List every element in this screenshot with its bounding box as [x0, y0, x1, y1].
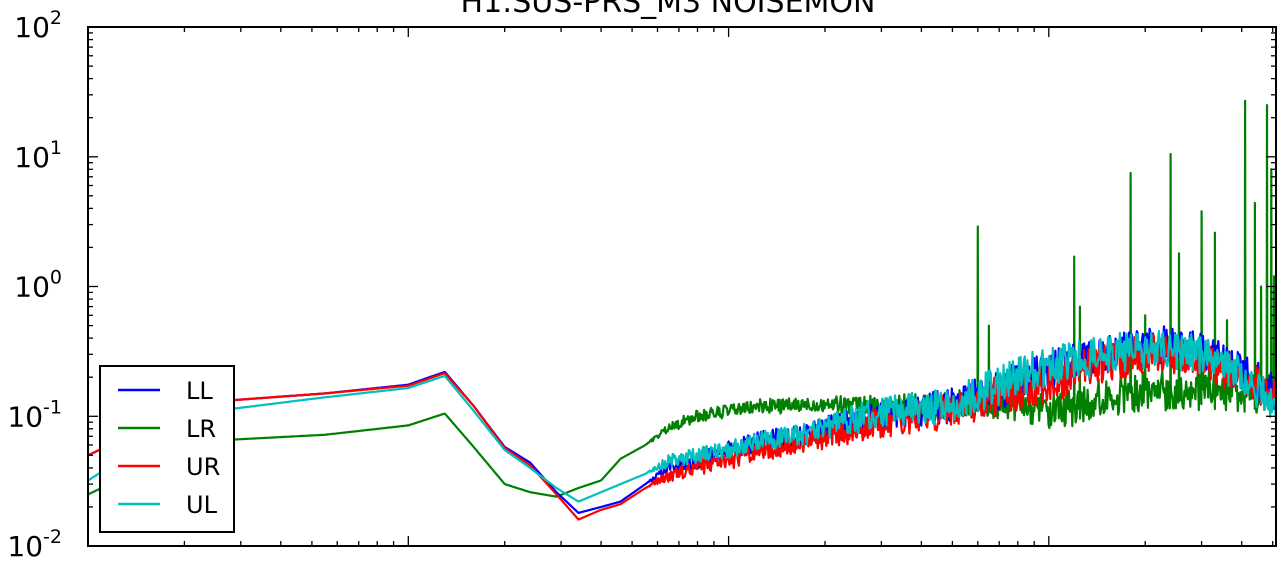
- legend-label-ul: UL: [186, 491, 218, 519]
- legend-label-ur: UR: [186, 453, 220, 481]
- chart-title: H1:SUS-PRS_M3 NOISEMON: [461, 0, 876, 20]
- legend-label-ll: LL: [186, 377, 213, 405]
- legend-label-lr: LR: [186, 415, 216, 443]
- legend: LL LR UR UL: [100, 366, 234, 532]
